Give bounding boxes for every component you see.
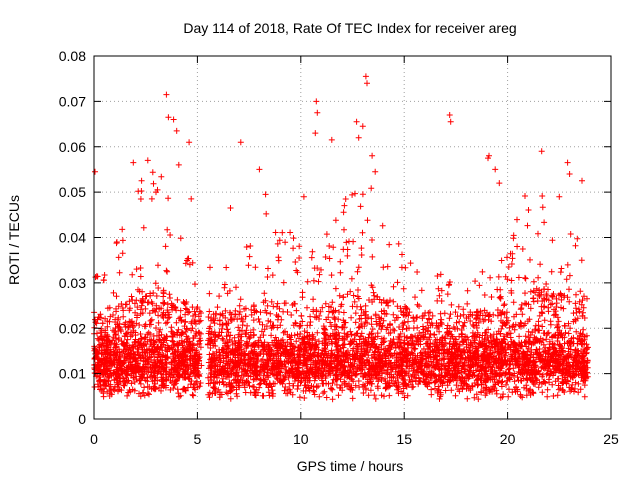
y-axis-label: ROTI / TECUs	[6, 195, 22, 285]
y-tick-label: 0.07	[59, 93, 86, 109]
y-tick-label: 0.04	[59, 230, 86, 246]
x-axis-label: GPS time / hours	[297, 458, 404, 474]
y-tick-label: 0.01	[59, 366, 86, 382]
x-tick-label: 20	[500, 431, 516, 447]
x-tick-labels: 0 5 10 15 20 25	[90, 431, 619, 447]
x-tick-label: 10	[293, 431, 309, 447]
x-tick-label: 15	[396, 431, 412, 447]
y-tick-label: 0	[78, 411, 86, 427]
y-tick-label: 0.05	[59, 184, 86, 200]
grid-lines	[94, 56, 611, 419]
x-tick-label: 0	[90, 431, 98, 447]
y-tick-label: 0.03	[59, 275, 86, 291]
chart-title: Day 114 of 2018, Rate Of TEC Index for r…	[183, 20, 516, 36]
y-tick-label: 0.08	[59, 48, 86, 64]
x-tick-label: 5	[194, 431, 202, 447]
axis-ticks	[93, 55, 612, 420]
x-tick-label: 25	[603, 431, 619, 447]
y-tick-label: 0.02	[59, 320, 86, 336]
y-tick-label: 0.06	[59, 139, 86, 155]
y-tick-labels: 0 0.01 0.02 0.03 0.04 0.05 0.06 0.07 0.08	[59, 48, 86, 427]
